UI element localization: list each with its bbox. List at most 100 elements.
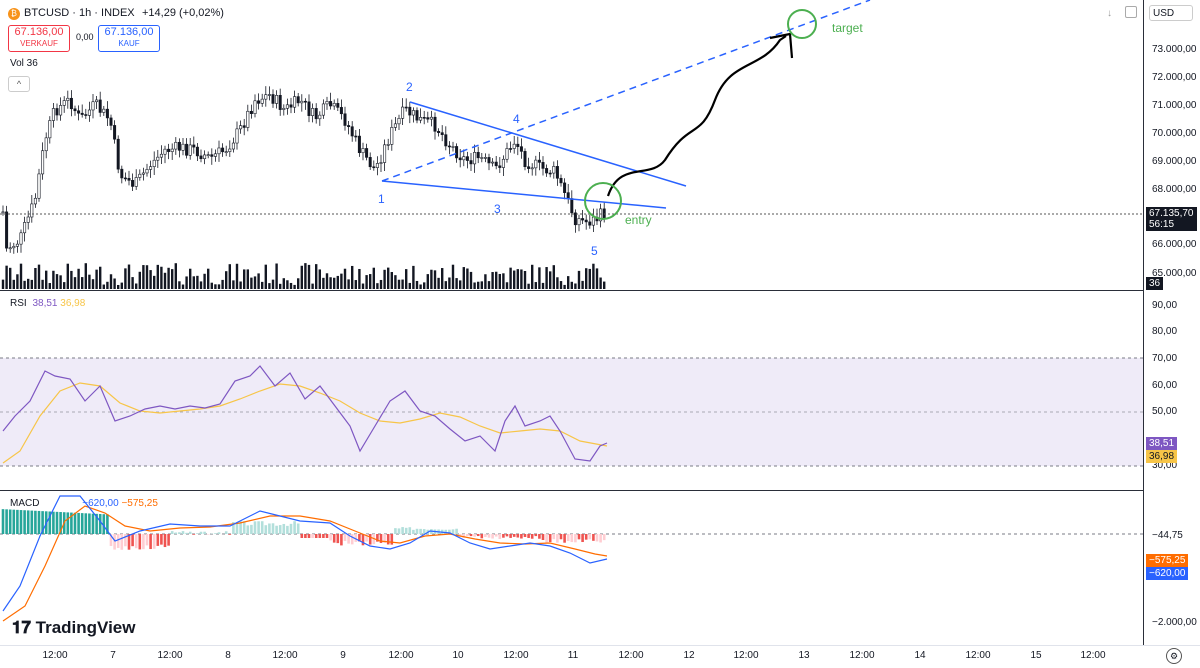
volume-bar	[196, 276, 198, 289]
candle	[99, 100, 101, 113]
candle	[23, 222, 25, 232]
macd-histogram-bar	[113, 534, 116, 550]
currency-selector[interactable]: USD	[1149, 5, 1193, 21]
candle	[556, 166, 558, 178]
macd-histogram-bar	[329, 534, 332, 540]
candle	[56, 108, 58, 115]
candle	[373, 167, 375, 168]
candle	[167, 149, 169, 151]
fullscreen-icon[interactable]	[1125, 6, 1137, 18]
candle	[59, 105, 61, 115]
volume-bar	[592, 264, 594, 289]
volume-bar	[139, 272, 141, 289]
rsi-chart[interactable]	[0, 291, 1143, 490]
macd-chart[interactable]	[0, 491, 1143, 645]
candle	[236, 129, 238, 143]
volume-bar	[45, 271, 47, 289]
collapse-legend-button[interactable]: ^	[8, 76, 30, 92]
symbol-title[interactable]: BTCUSD · 1h · INDEX	[24, 7, 135, 19]
candle	[311, 108, 313, 115]
sell-button[interactable]: 67.136,00 VERKAUF	[8, 25, 70, 52]
price-chart[interactable]	[0, 0, 1143, 290]
candle	[484, 157, 486, 158]
buy-button[interactable]: 67.136,00 KAUF	[98, 25, 160, 52]
volume-bar	[272, 280, 274, 289]
macd-histogram-bar	[38, 511, 41, 534]
macd-histogram-bar	[340, 534, 343, 545]
candle	[106, 109, 108, 118]
volume-bar	[59, 275, 61, 289]
volume-bar	[52, 271, 54, 289]
volume-bar	[329, 277, 331, 289]
wave-label-5: 5	[591, 244, 598, 258]
candle	[369, 157, 371, 166]
settings-gear-icon[interactable]: ⚙	[1166, 648, 1182, 664]
price-axis[interactable]	[1143, 0, 1200, 645]
macd-histogram-bar	[301, 534, 304, 538]
macd-histogram-bar	[563, 534, 566, 543]
candle	[401, 107, 403, 118]
volume-bar	[495, 272, 497, 289]
macd-histogram-bar	[23, 510, 26, 534]
buy-label: KAUF	[99, 38, 159, 49]
volume-bar	[470, 272, 472, 289]
volume-bar	[95, 270, 97, 289]
candle	[290, 105, 292, 107]
volume-bar	[527, 284, 529, 289]
candle	[470, 161, 472, 164]
volume-bar	[556, 277, 558, 289]
candle	[189, 145, 191, 155]
macd-histogram-bar	[455, 529, 458, 534]
wave-label-2: 2	[406, 80, 413, 94]
macd-histogram-bar	[20, 510, 23, 534]
candle	[362, 148, 364, 152]
macd-histogram-bar	[502, 534, 505, 538]
macd-histogram-bar	[599, 534, 602, 542]
macd-histogram-bar	[527, 534, 530, 538]
volume-bar	[157, 265, 159, 289]
candle	[527, 167, 529, 169]
candle	[275, 95, 277, 103]
volume-bar	[553, 265, 555, 289]
candle	[207, 155, 209, 156]
volume-bar	[484, 274, 486, 289]
volume-bar	[121, 283, 123, 289]
volume-bar	[545, 267, 547, 289]
candle	[394, 124, 396, 128]
macd-histogram-bar	[189, 532, 192, 534]
macd-histogram-bar	[581, 534, 584, 542]
candle	[434, 117, 436, 131]
candle	[441, 133, 443, 135]
candle	[603, 209, 605, 218]
candle	[477, 152, 479, 157]
macd-histogram-bar	[574, 534, 577, 542]
volume-bar	[211, 283, 213, 289]
volume-bar	[142, 265, 144, 289]
macd-line-tag: −620,00	[1146, 567, 1188, 580]
volume-bar	[185, 276, 187, 289]
candle	[85, 115, 87, 116]
candle	[92, 102, 94, 110]
download-icon[interactable]: ↓	[1107, 8, 1112, 19]
volume-bar	[124, 268, 126, 289]
macd-histogram-bar	[92, 514, 95, 534]
rsi-tick: 60,00	[1152, 380, 1177, 391]
volume-bar	[193, 276, 195, 289]
volume-bar	[16, 274, 18, 289]
volume-bar	[430, 270, 432, 289]
candle	[365, 148, 367, 157]
macd-histogram-bar	[99, 514, 102, 534]
candle	[254, 101, 256, 114]
macd-histogram-bar	[391, 534, 394, 545]
volume-bar	[268, 283, 270, 289]
volume-bar	[376, 283, 378, 289]
time-tick: 12:00	[849, 650, 874, 661]
candle	[81, 113, 83, 114]
candle	[95, 100, 97, 102]
dashed-projection	[382, 0, 870, 181]
volume-bar	[135, 283, 137, 289]
candle	[563, 183, 565, 193]
macd-histogram-bar	[495, 534, 498, 537]
volume-bar	[110, 274, 112, 289]
candle	[495, 162, 497, 166]
